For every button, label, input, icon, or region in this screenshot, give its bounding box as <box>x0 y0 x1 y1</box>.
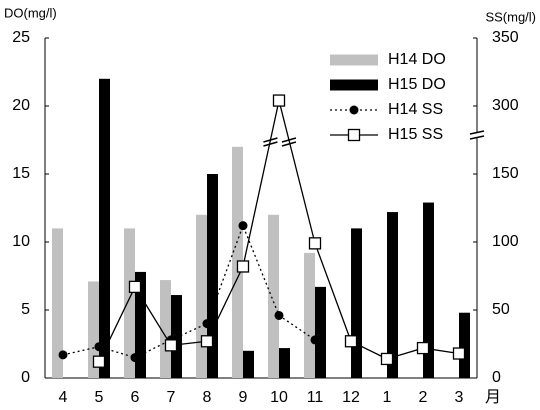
line-break <box>263 137 278 147</box>
y2-tick-label: 0 <box>492 369 501 386</box>
point <box>416 341 430 355</box>
bar <box>243 350 254 378</box>
legend-label: H15 SS <box>388 126 443 143</box>
legend-marker <box>347 128 361 142</box>
point <box>274 310 284 320</box>
point <box>202 319 212 329</box>
x-tick-label: 5 <box>95 389 104 406</box>
bar <box>99 78 110 379</box>
legend: H14 DO H15 DO H14 SS H15 SS <box>330 51 446 143</box>
point <box>92 355 106 368</box>
point <box>128 280 142 294</box>
x-tick-label: 11 <box>307 389 324 406</box>
bar <box>88 281 99 378</box>
y2-tick-label: 50 <box>492 301 510 318</box>
legend-marker <box>349 105 359 115</box>
point <box>94 342 104 352</box>
y-tick-label: 10 <box>12 233 30 250</box>
y-axis-title: DO(mg/l) <box>4 5 57 20</box>
point <box>310 335 320 345</box>
y-tick-label: 20 <box>12 97 30 114</box>
bar <box>160 280 171 378</box>
point <box>238 221 248 231</box>
x-tick-label: 8 <box>203 389 212 406</box>
point <box>164 339 178 352</box>
point <box>272 94 286 107</box>
x-axis-title: 月 <box>485 389 501 406</box>
x-tick-label: 2 <box>419 389 428 406</box>
x-tick-label: 3 <box>455 389 464 406</box>
legend-label: H15 DO <box>388 76 446 93</box>
point <box>308 237 322 250</box>
x-tick-label: 7 <box>167 389 176 406</box>
line-break-mark <box>263 137 278 143</box>
bar <box>315 286 326 378</box>
y2-tick-label: 100 <box>492 233 519 250</box>
legend-label: H14 DO <box>388 51 446 68</box>
bar <box>207 174 218 378</box>
line-break <box>281 137 297 147</box>
y2-tick-label: 350 <box>492 29 519 46</box>
point <box>58 350 68 360</box>
y2-axis-title: SS(mg/l) <box>485 9 536 24</box>
bar <box>387 212 398 378</box>
bar <box>171 295 182 378</box>
point <box>200 335 214 348</box>
bar <box>52 228 63 378</box>
x-tick-label: 9 <box>239 389 248 406</box>
y2-tick-label: 150 <box>492 165 519 182</box>
point <box>452 347 466 360</box>
bar <box>268 214 279 378</box>
point <box>344 335 358 348</box>
bar <box>135 271 146 378</box>
x-tick-label: 6 <box>131 389 140 406</box>
bar <box>304 252 315 378</box>
bar <box>423 202 434 378</box>
legend-swatch <box>330 79 378 91</box>
y2-tick-label: 300 <box>492 97 519 114</box>
x-tick-label: 1 <box>383 389 392 406</box>
axis-break <box>469 130 485 140</box>
line-break-mark <box>281 137 297 143</box>
y-tick-label: 15 <box>12 165 30 182</box>
point <box>130 353 140 363</box>
legend-swatch <box>330 54 378 66</box>
y-tick-label: 5 <box>21 301 30 318</box>
bar <box>124 228 135 378</box>
bar <box>279 348 290 378</box>
point <box>236 260 250 273</box>
point <box>380 352 394 366</box>
legend-label: H14 SS <box>388 101 443 118</box>
x-tick-label: 4 <box>59 389 68 406</box>
y-tick-label: 25 <box>12 29 30 46</box>
bar <box>459 312 470 378</box>
bar <box>351 228 362 378</box>
x-tick-label: 12 <box>342 389 360 406</box>
bar <box>196 214 207 378</box>
line-break-mark <box>281 141 297 147</box>
y-tick-label: 0 <box>21 369 30 386</box>
x-tick-label: 10 <box>270 389 288 406</box>
line-break-mark <box>263 141 278 147</box>
